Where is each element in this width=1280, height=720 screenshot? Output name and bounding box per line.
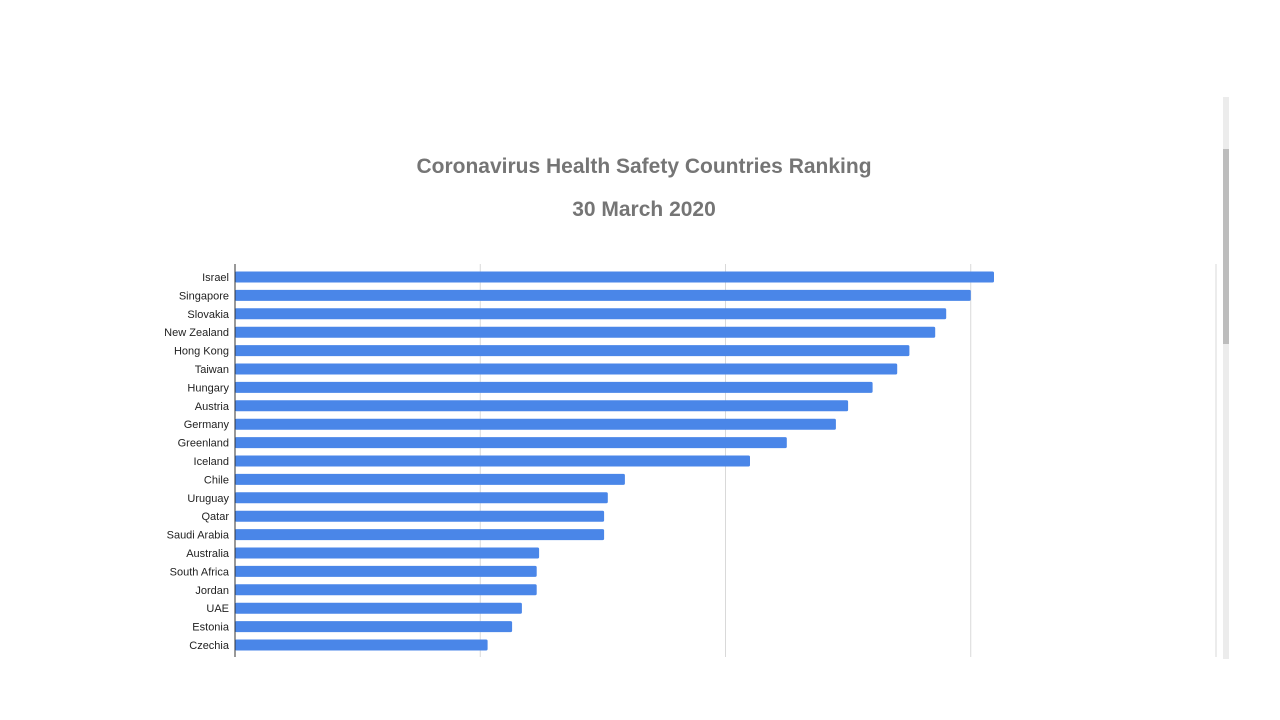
scrollbar[interactable] [1223,97,1229,659]
category-label: Iceland [194,456,229,468]
category-label: Slovakia [187,309,229,321]
bar [235,418,836,430]
bar [235,437,787,449]
scrollbar-thumb[interactable] [1223,149,1229,344]
category-label: New Zealand [164,327,229,339]
chart-subtitle: 30 March 2020 [572,198,716,221]
bar [235,400,849,412]
bar [235,308,947,320]
category-label: Germany [184,419,230,431]
bar [235,492,608,504]
category-label: Hungary [187,382,229,394]
category-label: Hong Kong [174,346,229,358]
bar [235,326,936,338]
category-label: South Africa [170,566,230,578]
category-label: Austria [195,401,230,413]
category-label: Chile [204,474,229,486]
category-label: Qatar [201,511,229,523]
bar [235,455,750,467]
bar [235,271,994,283]
bar [235,584,537,596]
category-label: Greenland [178,438,229,450]
bar [235,639,488,651]
bar [235,381,873,393]
bar [235,345,910,357]
bar [235,602,522,614]
category-label: Singapore [179,290,229,302]
category-label: Saudi Arabia [167,530,230,542]
bar [235,289,971,301]
bar [235,547,540,559]
category-label: UAE [206,603,229,615]
bar [235,363,898,375]
category-label: Australia [186,548,230,560]
bar [235,510,605,522]
category-label: Estonia [192,622,230,634]
bar [235,565,537,577]
bar [235,529,605,541]
category-label: Uruguay [187,493,229,505]
category-label: Israel [202,272,229,284]
category-label: Czechia [189,640,230,652]
chart-title: Coronavirus Health Safety Countries Rank… [416,155,872,178]
bar [235,473,625,485]
category-label: Taiwan [195,364,229,376]
bar [235,621,513,633]
category-label: Jordan [195,585,229,597]
